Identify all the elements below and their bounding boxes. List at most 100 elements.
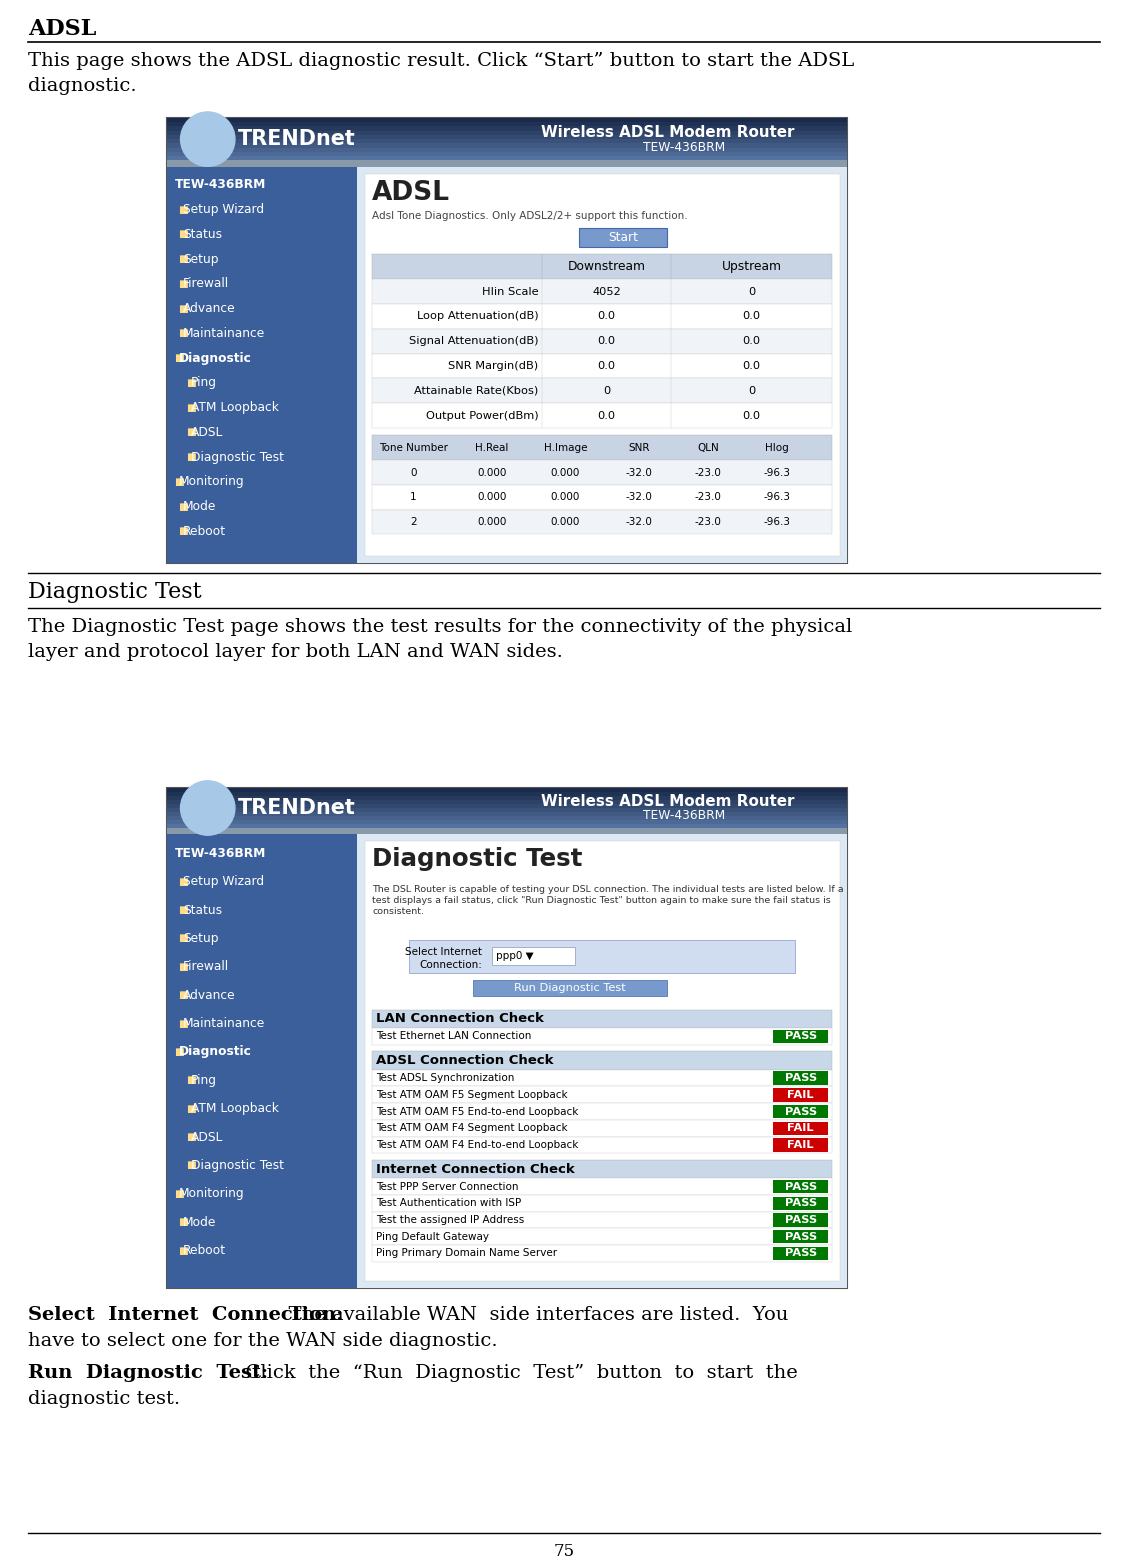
Bar [372, 403, 832, 428]
Text: PASS: PASS [785, 1232, 817, 1241]
Text: 0.0: 0.0 [598, 311, 616, 322]
Text: Firewall: Firewall [183, 960, 229, 974]
Text: 0.0: 0.0 [742, 311, 760, 322]
Text: Reboot: Reboot [183, 1244, 226, 1257]
Text: Connection:: Connection: [420, 960, 483, 971]
Text: 0.0: 0.0 [598, 361, 616, 370]
Text: Diagnostic Test: Diagnostic Test [191, 1160, 284, 1172]
Bar [372, 1052, 832, 1069]
Text: -23.0: -23.0 [695, 467, 722, 478]
Text: Output Power(dBm): Output Power(dBm) [425, 411, 538, 420]
Text: Select Internet: Select Internet [405, 947, 483, 957]
Bar [579, 228, 668, 247]
Text: 0.0: 0.0 [598, 336, 616, 345]
Text: -96.3: -96.3 [764, 492, 791, 502]
Text: ■: ■ [178, 1246, 187, 1255]
Text: ■: ■ [178, 1218, 187, 1227]
Text: 0.000: 0.000 [477, 467, 506, 478]
Bar [773, 1247, 828, 1260]
Bar [773, 1030, 828, 1043]
Text: FAIL: FAIL [787, 1139, 814, 1150]
Text: Mode: Mode [183, 500, 217, 513]
Bar [167, 800, 847, 805]
Bar [167, 161, 847, 167]
Bar [167, 816, 847, 821]
Bar [773, 1180, 828, 1193]
Text: SNR: SNR [628, 442, 650, 453]
Text: 0.000: 0.000 [550, 467, 580, 478]
Text: -96.3: -96.3 [764, 467, 791, 478]
Bar [372, 1246, 832, 1261]
Bar [372, 353, 832, 378]
Bar [372, 280, 832, 303]
Bar [372, 1160, 832, 1179]
Text: Diagnostic Test: Diagnostic Test [28, 581, 202, 603]
Bar [372, 460, 832, 485]
Bar [358, 167, 847, 563]
Text: -32.0: -32.0 [626, 492, 652, 502]
Text: ■: ■ [186, 452, 195, 463]
Text: 0: 0 [748, 286, 756, 297]
Bar [167, 796, 847, 800]
Text: ■: ■ [178, 278, 187, 289]
Bar [372, 1211, 832, 1229]
Bar [372, 1229, 832, 1246]
Text: Test Authentication with ISP: Test Authentication with ISP [376, 1199, 521, 1208]
Bar [167, 117, 847, 123]
Bar [167, 134, 847, 141]
Text: ■: ■ [178, 877, 187, 886]
Text: Reboot: Reboot [183, 525, 226, 538]
Text: ■: ■ [174, 477, 184, 488]
Text: ■: ■ [178, 961, 187, 972]
Text: QLN: QLN [697, 442, 719, 453]
Text: ■: ■ [186, 403, 195, 413]
Text: Maintainance: Maintainance [183, 1018, 265, 1030]
Text: The available WAN  side interfaces are listed.  You: The available WAN side interfaces are li… [276, 1307, 788, 1324]
Text: 75: 75 [554, 1543, 574, 1560]
Text: TEW-436BRM: TEW-436BRM [175, 847, 266, 860]
Bar [372, 1179, 832, 1196]
Text: Diagnostic: Diagnostic [179, 352, 252, 364]
Bar [167, 139, 847, 144]
Text: PASS: PASS [785, 1032, 817, 1041]
Text: ADSL Connection Check: ADSL Connection Check [376, 1053, 554, 1068]
Text: Test the assigned IP Address: Test the assigned IP Address [376, 1214, 525, 1225]
Text: H.Real: H.Real [475, 442, 509, 453]
Text: -32.0: -32.0 [626, 517, 652, 527]
Bar [372, 436, 832, 460]
Text: The DSL Router is capable of testing your DSL connection. The individual tests a: The DSL Router is capable of testing you… [372, 885, 844, 916]
Text: 0.0: 0.0 [742, 361, 760, 370]
Text: ■: ■ [186, 1160, 195, 1171]
Text: TEW-436BRM: TEW-436BRM [175, 178, 266, 191]
Text: ■: ■ [178, 230, 187, 239]
Text: ADSL: ADSL [28, 19, 96, 41]
Text: PASS: PASS [785, 1074, 817, 1083]
Text: Run  Diagnostic  Test:: Run Diagnostic Test: [28, 1364, 268, 1382]
Text: Mode: Mode [183, 1216, 217, 1229]
Text: ppp0 ▼: ppp0 ▼ [495, 950, 534, 961]
Bar [167, 788, 847, 1288]
Text: Diagnostic: Diagnostic [179, 1046, 252, 1058]
Text: PASS: PASS [785, 1249, 817, 1258]
Bar [167, 835, 358, 1288]
Text: 0: 0 [411, 467, 416, 478]
Text: Test Ethernet LAN Connection: Test Ethernet LAN Connection [376, 1032, 531, 1041]
Text: ■: ■ [174, 1047, 184, 1057]
Bar [167, 147, 847, 153]
Text: 0.000: 0.000 [550, 517, 580, 527]
Text: 0.000: 0.000 [550, 492, 580, 502]
Text: Test PPP Server Connection: Test PPP Server Connection [376, 1182, 519, 1191]
Bar [372, 303, 832, 328]
Text: Wireless ADSL Modem Router: Wireless ADSL Modem Router [541, 125, 794, 141]
Bar [773, 1088, 828, 1102]
Text: 0: 0 [603, 386, 610, 395]
Text: 0.000: 0.000 [477, 492, 506, 502]
Bar [167, 821, 847, 825]
Text: Internet Connection Check: Internet Connection Check [376, 1163, 575, 1175]
Text: Adsl Tone Diagnostics. Only ADSL2/2+ support this function.: Adsl Tone Diagnostics. Only ADSL2/2+ sup… [372, 211, 688, 222]
Text: The Diagnostic Test page shows the test results for the connectivity of the phys: The Diagnostic Test page shows the test … [28, 617, 853, 661]
Text: ■: ■ [178, 933, 187, 944]
Bar [167, 788, 847, 792]
Text: ■: ■ [174, 1189, 184, 1199]
Bar [167, 813, 847, 817]
